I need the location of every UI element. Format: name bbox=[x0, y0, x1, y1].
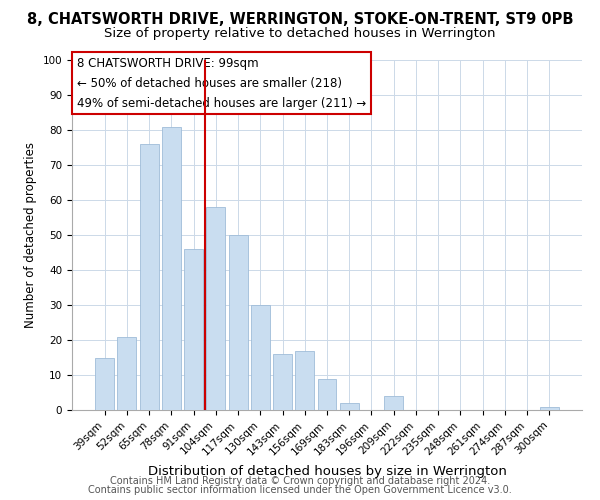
Bar bbox=[118, 336, 136, 410]
X-axis label: Distribution of detached houses by size in Werrington: Distribution of detached houses by size … bbox=[148, 465, 506, 478]
Bar bbox=[340, 403, 359, 410]
Bar bbox=[162, 126, 181, 410]
Text: Contains public sector information licensed under the Open Government Licence v3: Contains public sector information licen… bbox=[88, 485, 512, 495]
Bar bbox=[140, 144, 158, 410]
Bar bbox=[206, 207, 225, 410]
Bar bbox=[273, 354, 292, 410]
Y-axis label: Number of detached properties: Number of detached properties bbox=[24, 142, 37, 328]
Text: Contains HM Land Registry data © Crown copyright and database right 2024.: Contains HM Land Registry data © Crown c… bbox=[110, 476, 490, 486]
Bar bbox=[229, 235, 248, 410]
Bar bbox=[295, 350, 314, 410]
Bar bbox=[540, 406, 559, 410]
Text: Size of property relative to detached houses in Werrington: Size of property relative to detached ho… bbox=[104, 28, 496, 40]
Text: 8 CHATSWORTH DRIVE: 99sqm
← 50% of detached houses are smaller (218)
49% of semi: 8 CHATSWORTH DRIVE: 99sqm ← 50% of detac… bbox=[77, 56, 367, 110]
Bar bbox=[384, 396, 403, 410]
Bar bbox=[317, 378, 337, 410]
Text: 8, CHATSWORTH DRIVE, WERRINGTON, STOKE-ON-TRENT, ST9 0PB: 8, CHATSWORTH DRIVE, WERRINGTON, STOKE-O… bbox=[27, 12, 573, 28]
Bar bbox=[95, 358, 114, 410]
Bar bbox=[184, 249, 203, 410]
Bar bbox=[251, 305, 270, 410]
